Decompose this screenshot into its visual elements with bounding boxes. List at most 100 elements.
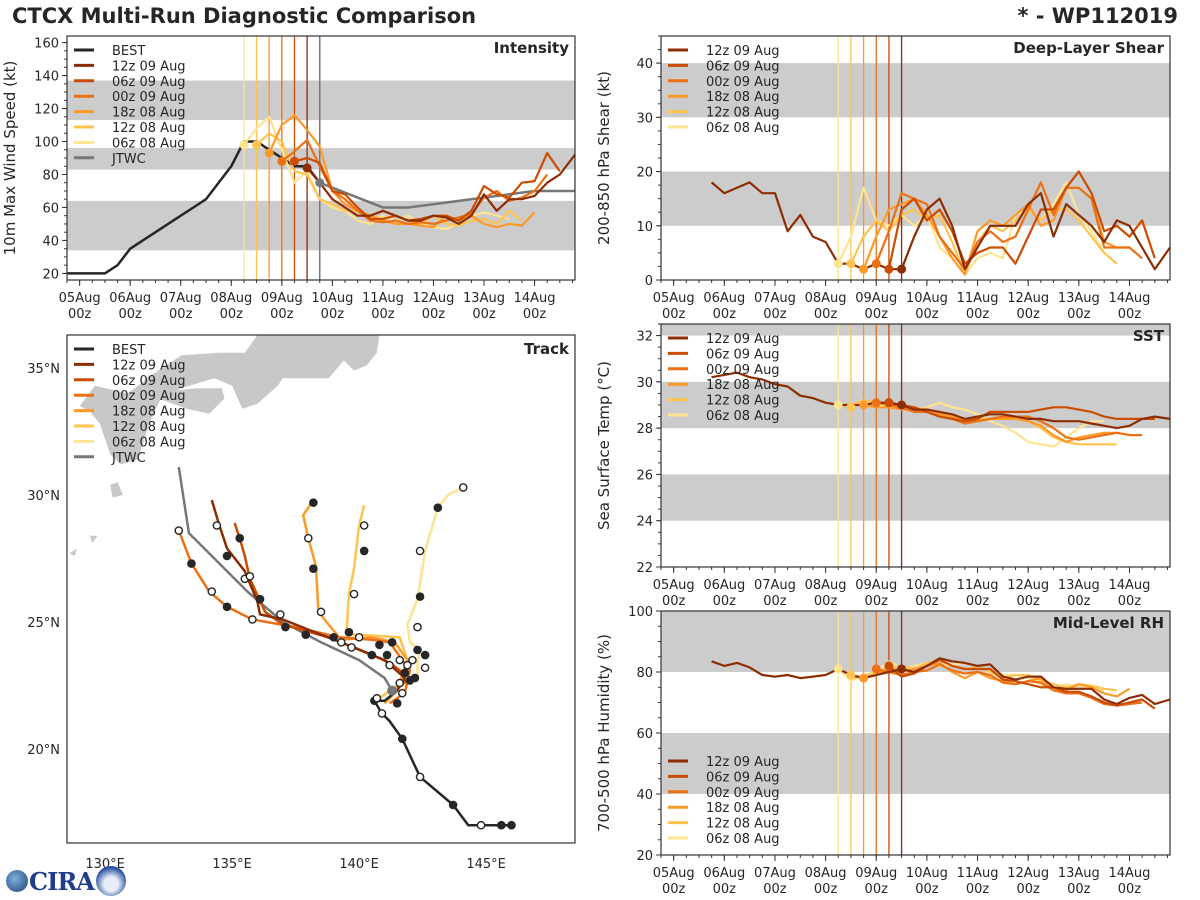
- position-marker-filled: [367, 650, 377, 660]
- x-tick-label: 00z: [1067, 594, 1091, 609]
- x-tick-label: 06Aug: [703, 578, 745, 593]
- x-tick-label: 13Aug: [463, 291, 505, 306]
- position-marker-open: [212, 521, 222, 530]
- x-tick-label: 08Aug: [805, 291, 847, 306]
- x-tick-label: 06Aug: [703, 291, 745, 306]
- shaded-band: [661, 381, 1170, 429]
- series-line-2: [875, 181, 1143, 271]
- position-marker-filled: [187, 559, 196, 568]
- init-marker: [277, 156, 287, 166]
- x-tick-label: 10Aug: [906, 578, 948, 593]
- position-marker-filled: [375, 640, 384, 650]
- x-tick-label: 14Aug: [1109, 291, 1151, 306]
- x-tick-label: 13Aug: [1058, 291, 1100, 306]
- position-marker-open: [316, 607, 326, 617]
- init-marker: [315, 178, 325, 188]
- legend-label: 12z 08 Aug: [706, 106, 780, 121]
- init-marker: [897, 264, 907, 274]
- legend-label: 12z 09 Aug: [112, 59, 186, 74]
- best-track-line: [372, 689, 512, 827]
- x-tick-label: 10Aug: [906, 866, 948, 881]
- position-marker-filled: [448, 800, 458, 810]
- init-marker: [846, 402, 856, 412]
- y-tick-label: 22: [636, 561, 653, 576]
- y-tick-label: 80: [42, 168, 59, 183]
- shaded-band: [661, 63, 1170, 118]
- x-tick-label: 00z: [1017, 882, 1041, 897]
- landmass: [110, 482, 123, 498]
- shaded-band: [661, 324, 1170, 336]
- landmass: [158, 388, 225, 414]
- lat-tick-label: 35°N: [27, 362, 60, 377]
- shaded-band: [661, 733, 1170, 794]
- x-tick-label: 00z: [662, 307, 686, 322]
- x-tick-label: 14Aug: [514, 291, 556, 306]
- position-marker-filled: [415, 592, 425, 601]
- globe-icon: [6, 870, 28, 892]
- panel-title: Deep-Layer Shear: [1013, 39, 1164, 57]
- legend-label: 06z 08 Aug: [112, 435, 186, 450]
- x-tick-label: 00z: [1067, 307, 1091, 322]
- init-marker: [239, 140, 249, 150]
- position-marker-open: [248, 615, 257, 624]
- position-marker-open: [245, 572, 255, 581]
- position-marker-filled: [329, 632, 339, 642]
- legend-label: 06z 08 Aug: [706, 832, 780, 847]
- legend-label: 12z 08 Aug: [112, 420, 186, 435]
- legend-label: BEST: [112, 343, 145, 358]
- panel-title: Mid-Level RH: [1053, 614, 1164, 632]
- lat-tick-label: 25°N: [27, 616, 60, 631]
- shaded-band: [661, 474, 1170, 521]
- x-tick-label: 10Aug: [906, 291, 948, 306]
- lon-tick-label: 135°E: [212, 857, 252, 872]
- lon-tick-label: 145°E: [466, 857, 506, 872]
- position-marker-filled: [400, 668, 410, 678]
- legend-label: 00z 09 Aug: [706, 363, 780, 378]
- y-tick-label: 60: [636, 727, 653, 742]
- position-marker-filled: [309, 498, 318, 507]
- init-marker: [833, 664, 843, 674]
- position-marker-filled: [235, 533, 245, 543]
- panel-track: 130°E 135°E 140°E 145°E20°N25°N30°N35°NTrac…: [27, 334, 576, 872]
- x-tick-label: 00z: [662, 882, 686, 897]
- panel-intensity: 2040608010012014016005Aug00z06Aug00z07Au…: [1, 35, 576, 322]
- x-tick-label: 11Aug: [957, 866, 999, 881]
- lon-tick-label: 140°E: [339, 857, 379, 872]
- x-tick-label: 14Aug: [1109, 866, 1151, 881]
- x-tick-label: 00z: [865, 594, 889, 609]
- x-tick-label: 11Aug: [957, 291, 999, 306]
- series-line-0: [710, 181, 1171, 271]
- x-tick-label: 14Aug: [1109, 578, 1151, 593]
- y-tick-label: 32: [636, 330, 653, 345]
- position-marker-open: [408, 655, 417, 665]
- position-marker-open: [420, 663, 430, 673]
- y-tick-label: 120: [34, 103, 59, 118]
- x-tick-label: 00z: [966, 594, 990, 609]
- position-marker-filled: [344, 627, 354, 637]
- x-tick-label: 00z: [814, 882, 838, 897]
- position-marker-open: [458, 483, 468, 492]
- x-tick-label: 07Aug: [754, 291, 796, 306]
- x-tick-label: 00z: [915, 594, 939, 609]
- y-tick-label: 20: [636, 849, 653, 864]
- series-line-0: [306, 154, 576, 225]
- y-tick-label: 30: [636, 111, 653, 126]
- position-marker-open: [397, 688, 407, 698]
- legend-label: 12z 08 Aug: [706, 817, 780, 832]
- init-marker: [871, 259, 881, 269]
- x-tick-label: 11Aug: [362, 291, 404, 306]
- y-tick-label: 160: [34, 37, 59, 52]
- legend-label: 00z 09 Aug: [112, 90, 186, 105]
- legend-label: JTWC: [111, 451, 146, 466]
- landmass: [69, 548, 78, 556]
- x-tick-label: 08Aug: [805, 578, 847, 593]
- legend-label: 18z 08 Aug: [706, 378, 780, 393]
- position-marker-open: [337, 638, 346, 647]
- position-marker-open: [207, 587, 217, 596]
- init-marker: [833, 400, 843, 410]
- x-tick-label: 00z: [220, 307, 244, 322]
- y-tick-label: 100: [628, 605, 653, 620]
- series-line-0: [711, 657, 1171, 706]
- legend-label: 06z 09 Aug: [706, 770, 780, 785]
- init-marker: [871, 398, 881, 408]
